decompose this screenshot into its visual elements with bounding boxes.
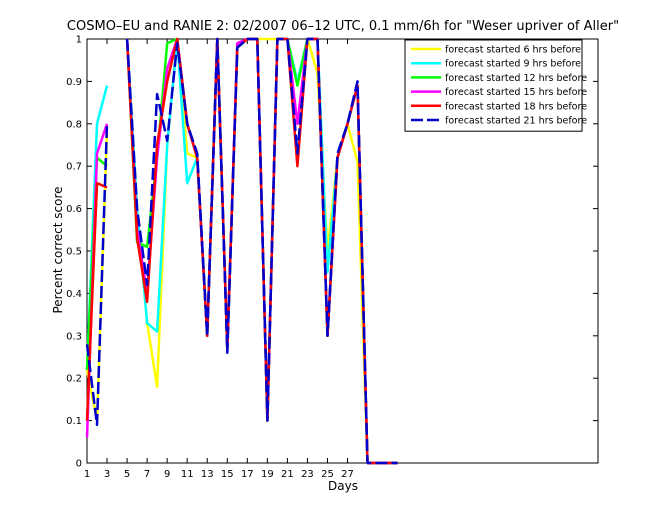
x-tick-label: 15 [221, 469, 234, 480]
y-tick-label: 0.8 [66, 119, 82, 130]
x-tick-label: 9 [164, 469, 170, 480]
y-tick-label: 0.4 [66, 289, 82, 300]
legend-label-6: forecast started 21 hrs before [445, 116, 587, 127]
plot-area: 1 3 5 7 9 11 13 15 17 19 21 23 25 2700.10.20.30.40.50… [66, 35, 599, 480]
y-tick-label: 0.6 [66, 204, 82, 215]
y-tick-label: 0.9 [66, 77, 82, 88]
y-tick-label: 0.2 [66, 374, 82, 385]
x-tick-label: 19 [261, 469, 274, 480]
legend-box [404, 39, 583, 132]
x-tick-label: 17 [241, 469, 254, 480]
x-axis-label: Days [328, 479, 358, 493]
legend-label-5: forecast started 18 hrs before [445, 101, 587, 112]
x-tick-label: 25 [321, 469, 334, 480]
x-tick-label: 11 [181, 469, 194, 480]
x-tick-label: 21 [281, 469, 294, 480]
y-tick-label: 0 [76, 459, 82, 470]
x-tick-label: 7 [144, 469, 150, 480]
y-tick-label: 0.3 [66, 331, 82, 342]
series-line-6 [85, 37, 398, 465]
legend-label-4: forecast started 15 hrs before [445, 87, 587, 98]
y-axis-label: Percent correct score [51, 186, 65, 313]
chart-title: COSMO–EU and RANIE 2: 02/2007 06–12 UTC,… [67, 19, 619, 34]
y-tick-label: 1 [76, 35, 82, 46]
y-tick-label: 0.5 [66, 247, 82, 258]
legend-label-1: forecast started 6 hrs before [445, 45, 581, 56]
x-tick-label: 3 [104, 469, 110, 480]
x-tick-label: 1 [84, 469, 90, 480]
x-tick-label: 27 [341, 469, 354, 480]
y-tick-label: 0.7 [66, 162, 82, 173]
y-tick-label: 0.1 [66, 416, 82, 427]
legend: forecast started 6 hrs before forecast st… [404, 39, 587, 132]
x-tick-label: 5 [124, 469, 130, 480]
x-tick-label: 23 [301, 469, 314, 480]
x-tick-label: 13 [201, 469, 214, 480]
legend-label-3: forecast started 12 hrs before [445, 73, 587, 84]
legend-label-2: forecast started 9 hrs before [445, 59, 581, 70]
